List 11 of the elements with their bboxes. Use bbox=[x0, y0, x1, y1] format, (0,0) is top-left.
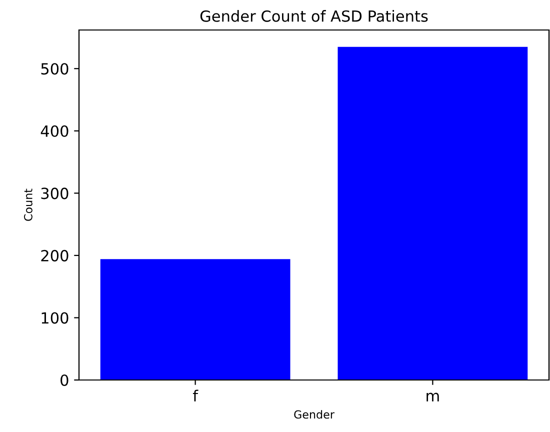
x-tick-label: m bbox=[426, 392, 439, 402]
chart-title: Gender Count of ASD Patients bbox=[200, 10, 428, 22]
x-axis-title: Gender bbox=[294, 410, 334, 419]
y-tick-label: 0 bbox=[60, 374, 68, 386]
y-tick-label: 500 bbox=[41, 63, 68, 75]
x-tick-label: f bbox=[192, 390, 198, 402]
y-tick-label: 100 bbox=[42, 312, 68, 324]
y-tick-label: 200 bbox=[41, 250, 68, 262]
y-axis-title: Count bbox=[24, 188, 32, 221]
y-tick-label: 300 bbox=[41, 188, 68, 200]
y-tick-label: 400 bbox=[40, 125, 68, 137]
